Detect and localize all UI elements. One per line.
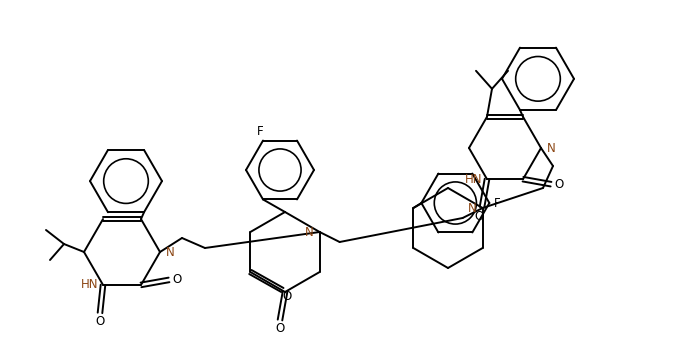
Text: HN: HN: [80, 278, 98, 291]
Text: N: N: [547, 141, 556, 155]
Text: O: O: [275, 322, 284, 336]
Text: F: F: [494, 196, 501, 210]
Text: HN: HN: [464, 173, 482, 186]
Text: O: O: [475, 210, 484, 223]
Text: O: O: [283, 291, 292, 303]
Text: N: N: [305, 226, 314, 238]
Text: F: F: [257, 125, 263, 138]
Text: O: O: [172, 273, 181, 286]
Text: O: O: [95, 315, 104, 328]
Text: N: N: [166, 246, 174, 258]
Text: O: O: [554, 178, 563, 191]
Text: N: N: [468, 201, 477, 215]
